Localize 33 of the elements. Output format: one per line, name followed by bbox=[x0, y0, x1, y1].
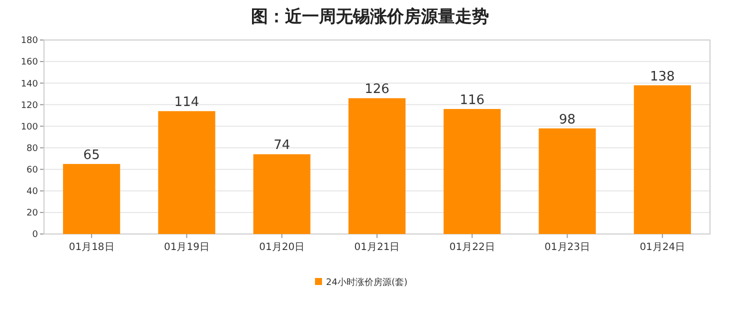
y-tick-label: 20 bbox=[26, 208, 38, 219]
data-label: 74 bbox=[274, 138, 290, 154]
y-tick-label: 140 bbox=[20, 79, 38, 90]
y-tick-label: 120 bbox=[20, 100, 38, 111]
data-label: 98 bbox=[559, 112, 576, 128]
bar bbox=[158, 111, 216, 234]
bar bbox=[634, 85, 691, 234]
x-tick-label: 01月22日 bbox=[449, 242, 495, 253]
x-tick-label: 01月19日 bbox=[164, 242, 210, 253]
bar bbox=[63, 164, 120, 234]
x-tick-label: 01月24日 bbox=[640, 242, 686, 253]
x-tick-label: 01月18日 bbox=[68, 242, 114, 253]
bar bbox=[538, 128, 596, 234]
y-tick-label: 60 bbox=[26, 165, 38, 176]
y-tick-label: 80 bbox=[26, 144, 38, 154]
x-tick-label: 01月21日 bbox=[354, 242, 400, 253]
data-label: 116 bbox=[460, 92, 485, 108]
bar bbox=[444, 108, 501, 234]
y-tick-label: 40 bbox=[26, 187, 38, 198]
data-label: 65 bbox=[83, 148, 100, 163]
y-tick-label: 180 bbox=[20, 36, 38, 46]
y-tick-label: 0 bbox=[32, 230, 38, 240]
chart-title: 图：近一周无锡涨价房源量走势 bbox=[251, 7, 489, 27]
data-label: 138 bbox=[650, 69, 675, 84]
bar bbox=[253, 154, 310, 234]
bar bbox=[348, 98, 406, 234]
legend-label: 24小时涨价房源(套) bbox=[326, 277, 408, 288]
x-tick-label: 01月20日 bbox=[259, 242, 305, 253]
y-tick-label: 160 bbox=[20, 58, 38, 68]
data-label: 126 bbox=[364, 82, 390, 98]
data-label: 114 bbox=[174, 95, 200, 110]
y-tick-label: 100 bbox=[20, 122, 38, 132]
x-tick-label: 01月23日 bbox=[544, 242, 590, 253]
